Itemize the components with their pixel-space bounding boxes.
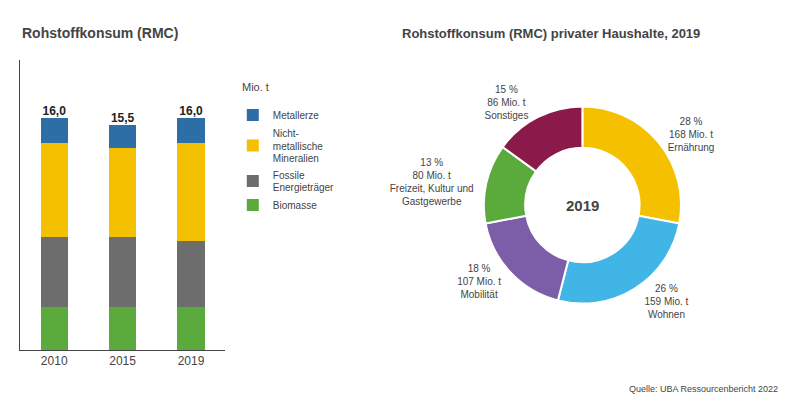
svg-text:Biomasse: Biomasse <box>273 200 317 211</box>
svg-text:26 %159 Mio. tWohnen: 26 %159 Mio. tWohnen <box>644 283 688 320</box>
svg-text:Rohstoffkonsum (RMC) privater: Rohstoffkonsum (RMC) privater Haushalte,… <box>402 26 700 41</box>
svg-text:2015: 2015 <box>109 354 136 368</box>
svg-text:Metallerze: Metallerze <box>273 110 320 121</box>
svg-text:Nicht-metallischeMineralien: Nicht-metallischeMineralien <box>273 128 323 165</box>
svg-text:2010: 2010 <box>41 354 68 368</box>
svg-text:Rohstoffkonsum (RMC): Rohstoffkonsum (RMC) <box>22 25 178 41</box>
svg-text:Mio. t: Mio. t <box>242 81 269 93</box>
svg-text:Quelle: UBA Ressourcenbericht: Quelle: UBA Ressourcenbericht 2022 <box>629 384 778 394</box>
svg-text:15 %86 Mio. tSonstiges: 15 %86 Mio. tSonstiges <box>484 84 528 121</box>
svg-text:2019: 2019 <box>566 197 599 214</box>
svg-text:2019: 2019 <box>178 354 205 368</box>
svg-text:13 %80 Mio. tFreizeit, Kultur: 13 %80 Mio. tFreizeit, Kultur undGastgew… <box>390 157 474 207</box>
svg-text:16,0: 16,0 <box>179 104 203 118</box>
svg-text:15,5: 15,5 <box>111 111 135 125</box>
svg-text:18 %107 Mio. tMobilität: 18 %107 Mio. tMobilität <box>457 263 501 300</box>
svg-text:28 %168 Mio. tErnährung: 28 %168 Mio. tErnährung <box>668 116 715 153</box>
svg-text:FossileEnergieträger: FossileEnergieträger <box>273 170 334 194</box>
svg-text:16,0: 16,0 <box>43 104 67 118</box>
